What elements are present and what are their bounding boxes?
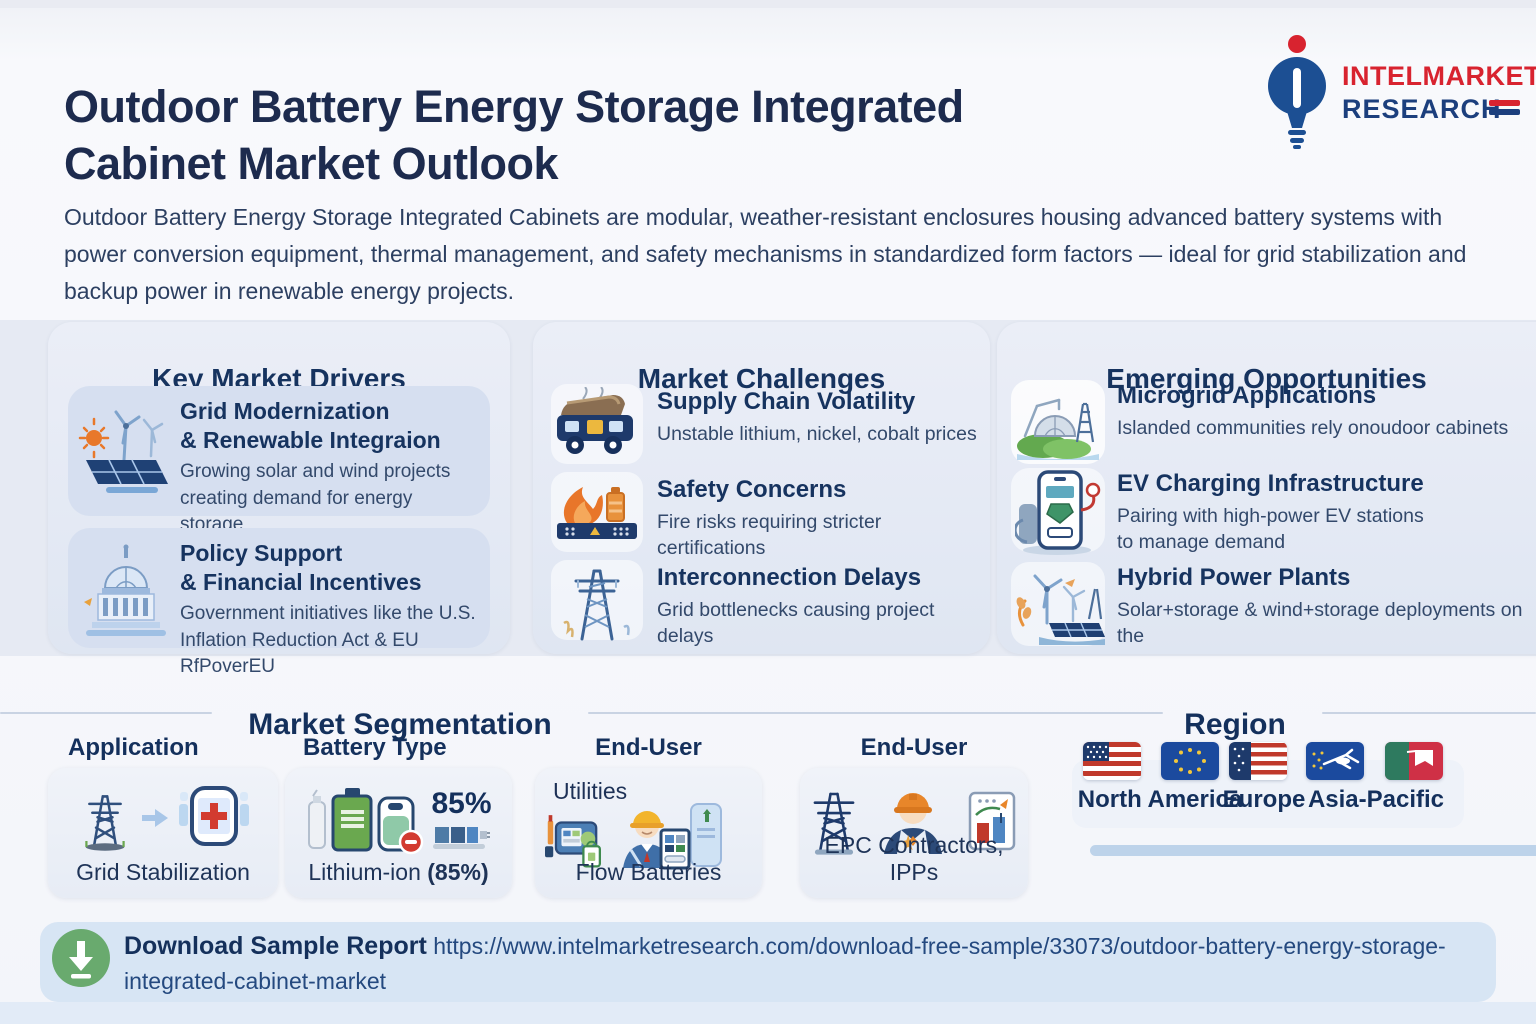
driver-body: Government initiatives like the U.S. Infl… (180, 602, 476, 678)
opportunity-heading: EV Charging Infrastructure (1117, 470, 1424, 497)
panel-emerging-opportunities: Emerging Opportunities (997, 322, 1536, 654)
transmission-tower-icon (813, 792, 855, 855)
panel-key-market-drivers: Key Market Drivers (48, 322, 510, 677)
us-flag-icon (1083, 742, 1141, 780)
battery-share-badge: 85% (431, 787, 492, 820)
chart-document-icon (968, 791, 1016, 851)
segment-card-application: Grid Stabilization (48, 768, 278, 898)
challenge-item-supply-chain: Supply Chain Volatility Unstable lithium… (549, 384, 977, 468)
logo-stripe-blue (1489, 109, 1520, 115)
fire-icon (557, 487, 637, 539)
region-label-north-america: North America (1077, 786, 1243, 813)
segment-label-battery-type: Battery Type (303, 734, 447, 761)
section-divider (0, 712, 212, 714)
challenge-body: Fire risks requiring stricter certificat… (657, 510, 882, 559)
eu-flag-icon (1161, 742, 1219, 780)
microgrid-icon (1017, 398, 1099, 460)
logo-stripe-red (1489, 100, 1520, 106)
hybrid-power-icon (1016, 574, 1105, 645)
region-label-europe: Europe (1222, 786, 1306, 813)
utility-devices-icon (545, 815, 601, 868)
epc-worker-icon (884, 793, 942, 854)
driver-item-policy-support: Policy Support & Financial Incentives Gov… (68, 528, 490, 677)
blue-stars-flag-icon (1306, 742, 1364, 780)
footer-text: Download Sample Report https://www.intel… (124, 929, 1474, 999)
challenges-title: Market Challenges (637, 363, 886, 395)
page-title-line2: Cabinet Market Outlook (64, 138, 559, 190)
opportunities-title: Emerging Opportunities (1106, 363, 1427, 395)
opportunity-item-ev-charging: EV Charging Infrastructure Pairing with … (1009, 468, 1536, 556)
driver-heading: Policy Support & Financial Incentives (180, 540, 422, 595)
opportunity-item-hybrid-power: Hybrid Power Plants Solar+storage & wind… (1009, 562, 1536, 650)
segment-card-battery-type: 85% Lithium-ion (85%) (285, 768, 512, 898)
truck-icon (557, 387, 633, 454)
worker-with-tablet-icon (623, 803, 722, 870)
challenge-heading: Safety Concerns (657, 476, 847, 503)
challenge-heading: Interconnection Delays (657, 564, 922, 591)
segment-caption: EPC Contractors, IPPs (824, 832, 1004, 885)
brand-name-line2: RESEARCH (1342, 93, 1502, 124)
driver-body: Growing solar and wind projects creating … (180, 460, 451, 536)
first-aid-cabinet-icon (179, 786, 249, 846)
page-title-line1: Outdoor Battery Energy Storage Integrate… (64, 81, 964, 133)
green-red-flag-icon (1385, 742, 1443, 780)
batteries-icon (308, 788, 424, 855)
panel-market-challenges: Market Challenges Supply Chain Volati (533, 322, 990, 654)
segment-caption: Flow Batteries (575, 859, 722, 885)
footer-bar (40, 922, 1496, 1002)
opportunity-heading: Microgrid Applications (1117, 382, 1377, 409)
report-url-link[interactable]: https://www.intelmarketresearch.com/down… (124, 933, 1446, 994)
ev-charging-icon (1015, 470, 1101, 555)
segment-card-end-user-utilities: Utilities (535, 768, 762, 898)
segment-label-end-user-2: End-User (860, 734, 968, 761)
transmission-tower-icon (85, 795, 125, 851)
bottom-strip (0, 1002, 1536, 1024)
segment-label-application: Application (68, 734, 199, 761)
opportunity-item-microgrid: Microgrid Applications Islanded communit… (1009, 380, 1536, 468)
intro-text: Outdoor Battery Energy Storage Integrate… (64, 204, 1467, 304)
download-icon (52, 929, 110, 987)
challenge-body: Unstable lithium, nickel, cobalt prices (657, 422, 977, 445)
transmission-tower-icon (563, 569, 630, 641)
opportunity-heading: Hybrid Power Plants (1117, 564, 1351, 591)
brand-logo: INTELMARKET RESEARCH (1342, 61, 1536, 124)
region-label-asia-pacific: Asia-Pacific (1307, 786, 1445, 813)
section-divider (1322, 712, 1536, 714)
opportunity-body: Solar+storage & wind+storage deployments… (1117, 598, 1523, 647)
segmentation-title: Market Segmentation (248, 707, 552, 741)
challenge-item-safety: Safety Concerns Fire risks requiring str… (549, 472, 977, 559)
section-divider (588, 712, 1163, 714)
capitol-building-icon (84, 544, 166, 636)
sun-wind-solar-icon (78, 410, 168, 493)
challenge-body: Grid bottlenecks causing project delays (657, 598, 935, 647)
segment-caption: Grid Stabilization (76, 859, 250, 885)
download-report-label: Download Sample Report (124, 932, 427, 960)
arrow-right-icon (142, 809, 168, 827)
us-stripes-flag-icon (1229, 742, 1287, 780)
lightbulb-logo-icon (1268, 35, 1326, 149)
opportunity-body: Pairing with high-power EV stations to ma… (1117, 504, 1424, 553)
segment-label-end-user-1: End-User (595, 734, 702, 761)
region-accent-bar (1090, 845, 1536, 856)
challenge-item-interconnection: Interconnection Delays Grid bottlenecks … (549, 560, 977, 647)
opportunity-body: Islanded communities rely onoudoor cabin… (1117, 416, 1509, 439)
segment-card-end-user-epc: EPC Contractors, IPPs (800, 768, 1028, 898)
segment-caption: Lithium-ion (85%) (308, 859, 489, 885)
region-title: Region (1184, 707, 1286, 741)
top-strip (0, 0, 1536, 8)
battery-rack-icon (433, 827, 491, 849)
segment-inner-label: Utilities (553, 778, 628, 804)
brand-name-line1: INTELMARKET (1342, 61, 1536, 91)
challenge-heading: Supply Chain Volatility (657, 388, 916, 415)
driver-heading: Grid Modernization & Renewable Integraion (180, 398, 441, 453)
driver-item-grid-modernization: Grid Modernization & Renewable Integraion… (68, 386, 490, 535)
page-title: Outdoor Battery Energy Storage Integrate… (64, 78, 964, 192)
